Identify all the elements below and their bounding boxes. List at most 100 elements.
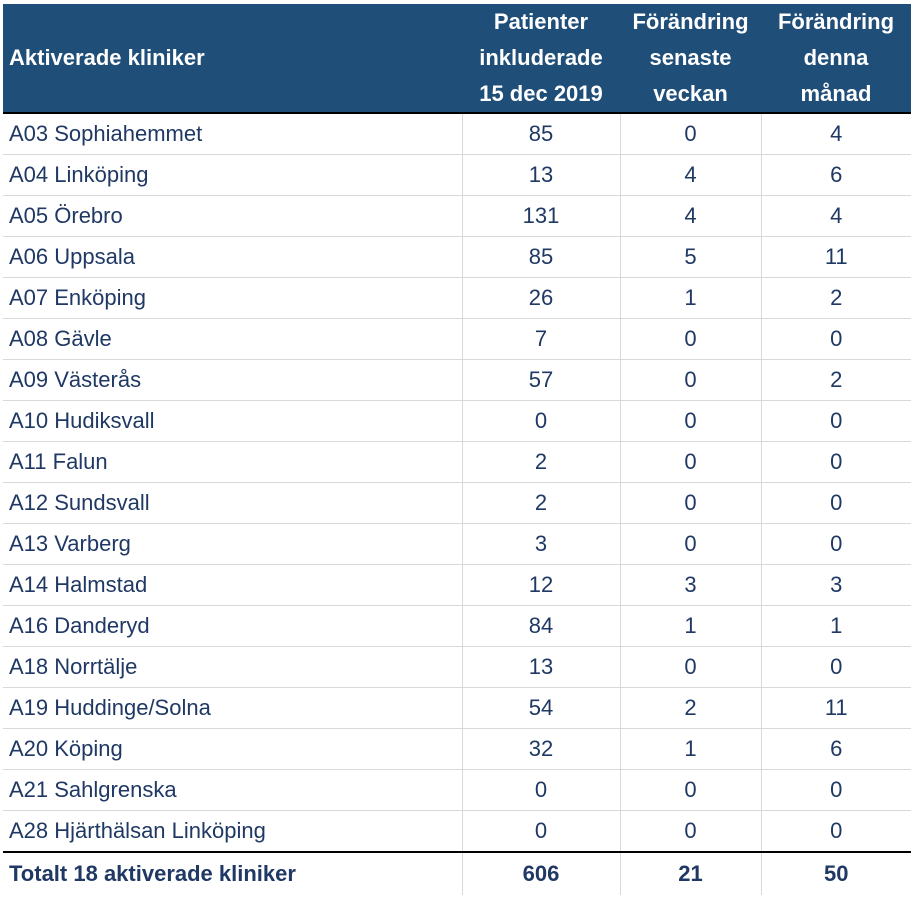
week-change-cell: 0 (620, 113, 762, 155)
table-row: A28 Hjärthälsan Linköping 0 0 0 (3, 810, 911, 853)
patients-cell: 54 (462, 687, 621, 729)
patients-cell: 84 (462, 605, 621, 647)
table-row: A13 Varberg 3 0 0 (3, 523, 911, 565)
patients-cell: 13 (462, 154, 621, 196)
header-month-change: Förändring denna månad (761, 4, 911, 114)
header-patients-line1: Patienter (493, 9, 589, 34)
week-change-cell: 5 (620, 236, 762, 278)
patients-cell: 131 (462, 195, 621, 237)
table-body: A03 Sophiahemmet 85 0 4 A04 Linköping 13 4 6 A05… (3, 113, 911, 853)
month-change-cell: 0 (761, 318, 911, 360)
clinic-cell: A09 Västerås (3, 359, 463, 401)
week-change-cell: 0 (620, 523, 762, 565)
week-change-cell: 1 (620, 277, 762, 319)
patients-cell: 0 (462, 400, 621, 442)
clinic-cell: A28 Hjärthälsan Linköping (3, 810, 463, 853)
total-label: Totalt 18 aktiverade kliniker (3, 851, 463, 895)
week-change-cell: 4 (620, 195, 762, 237)
clinic-cell: A18 Norrtälje (3, 646, 463, 688)
patients-cell: 85 (462, 113, 621, 155)
month-change-cell: 6 (761, 154, 911, 196)
month-change-cell: 0 (761, 441, 911, 483)
table-row: A07 Enköping 26 1 2 (3, 277, 911, 319)
week-change-cell: 0 (620, 482, 762, 524)
clinic-cell: A20 Köping (3, 728, 463, 770)
table-row: A16 Danderyd 84 1 1 (3, 605, 911, 647)
clinic-cell: A14 Halmstad (3, 564, 463, 606)
month-change-cell: 0 (761, 769, 911, 811)
patients-cell: 32 (462, 728, 621, 770)
clinic-cell: A04 Linköping (3, 154, 463, 196)
header-patients: Patienter inkluderade 15 dec 2019 (462, 4, 620, 114)
patients-cell: 2 (462, 441, 621, 483)
patients-cell: 7 (462, 318, 621, 360)
clinic-cell: A13 Varberg (3, 523, 463, 565)
header-row: Aktiverade kliniker Patienter inkluderad… (3, 4, 911, 114)
table-row: A21 Sahlgrenska 0 0 0 (3, 769, 911, 811)
header-week-line1: Förändring (632, 9, 749, 34)
patients-cell: 85 (462, 236, 621, 278)
month-change-cell: 0 (761, 400, 911, 442)
table-row: A20 Köping 32 1 6 (3, 728, 911, 770)
week-change-cell: 3 (620, 564, 762, 606)
patients-cell: 26 (462, 277, 621, 319)
table-row: A09 Västerås 57 0 2 (3, 359, 911, 401)
clinic-cell: A12 Sundsvall (3, 482, 463, 524)
header-patients-line3: 15 dec 2019 (479, 81, 603, 106)
month-change-cell: 3 (761, 564, 911, 606)
patients-cell: 13 (462, 646, 621, 688)
clinic-cell: A21 Sahlgrenska (3, 769, 463, 811)
clinic-cell: A03 Sophiahemmet (3, 113, 463, 155)
table-row: A06 Uppsala 85 5 11 (3, 236, 911, 278)
patients-cell: 0 (462, 769, 621, 811)
header-clinic-label: Aktiverade kliniker (9, 45, 205, 70)
patients-cell: 3 (462, 523, 621, 565)
week-change-cell: 0 (620, 400, 762, 442)
month-change-cell: 11 (761, 687, 911, 729)
total-patients: 606 (462, 851, 621, 895)
table-row: A14 Halmstad 12 3 3 (3, 564, 911, 606)
week-change-cell: 0 (620, 810, 762, 853)
header-week-line2: senaste (649, 45, 732, 70)
week-change-cell: 0 (620, 318, 762, 360)
clinic-cell: A11 Falun (3, 441, 463, 483)
table-row: A11 Falun 2 0 0 (3, 441, 911, 483)
month-change-cell: 0 (761, 523, 911, 565)
table-row: A04 Linköping 13 4 6 (3, 154, 911, 196)
clinic-cell: A05 Örebro (3, 195, 463, 237)
month-change-cell: 2 (761, 277, 911, 319)
month-change-cell: 2 (761, 359, 911, 401)
header-week-line3: veckan (653, 81, 728, 106)
patients-cell: 0 (462, 810, 621, 853)
week-change-cell: 1 (620, 728, 762, 770)
table-row: A10 Hudiksvall 0 0 0 (3, 400, 911, 442)
week-change-cell: 2 (620, 687, 762, 729)
table-row: A19 Huddinge/Solna 54 2 11 (3, 687, 911, 729)
clinic-cell: A16 Danderyd (3, 605, 463, 647)
total-row: Totalt 18 aktiverade kliniker 606 21 50 (3, 851, 911, 895)
table-row: A03 Sophiahemmet 85 0 4 (3, 113, 911, 155)
month-change-cell: 4 (761, 195, 911, 237)
week-change-cell: 0 (620, 646, 762, 688)
header-month-line2: denna (803, 45, 869, 70)
month-change-cell: 0 (761, 646, 911, 688)
week-change-cell: 1 (620, 605, 762, 647)
week-change-cell: 0 (620, 769, 762, 811)
header-month-line3: månad (800, 81, 872, 106)
month-change-cell: 1 (761, 605, 911, 647)
table-row: A18 Norrtälje 13 0 0 (3, 646, 911, 688)
month-change-cell: 0 (761, 482, 911, 524)
week-change-cell: 0 (620, 441, 762, 483)
month-change-cell: 0 (761, 810, 911, 853)
month-change-cell: 11 (761, 236, 911, 278)
week-change-cell: 4 (620, 154, 762, 196)
patients-cell: 57 (462, 359, 621, 401)
patients-cell: 12 (462, 564, 621, 606)
clinic-cell: A06 Uppsala (3, 236, 463, 278)
header-clinic: Aktiverade kliniker (3, 4, 462, 114)
table-row: A12 Sundsvall 2 0 0 (3, 482, 911, 524)
month-change-cell: 4 (761, 113, 911, 155)
clinics-table: Aktiverade kliniker Patienter inkluderad… (3, 4, 911, 895)
total-month-change: 50 (761, 851, 911, 895)
week-change-cell: 0 (620, 359, 762, 401)
